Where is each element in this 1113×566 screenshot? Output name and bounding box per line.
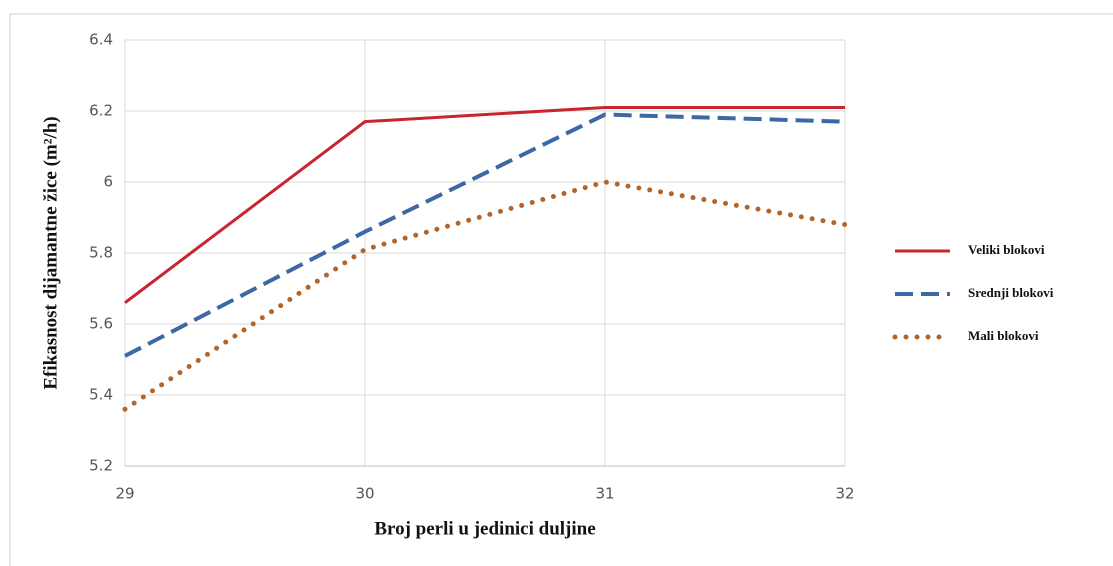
y-axis-title: Efikasnost dijamantne žice (m²/h) — [40, 116, 61, 389]
series-line — [122, 179, 848, 412]
y-tick-label: 6.4 — [89, 31, 113, 49]
x-tick-label: 30 — [355, 485, 374, 503]
frame — [9, 13, 1113, 566]
x-tick-label: 31 — [595, 485, 614, 503]
series-line — [124, 105, 845, 304]
y-tick-label: 6 — [103, 173, 113, 191]
y-tick-label: 5.6 — [89, 315, 113, 333]
x-tick-label: 32 — [835, 485, 854, 503]
series-line — [124, 112, 846, 358]
y-tick-label: 6.2 — [89, 102, 113, 120]
y-tick-label: 5.2 — [89, 457, 113, 475]
legend-label: Mali blokovi — [968, 328, 1039, 343]
legend-label: Veliki blokovi — [968, 242, 1045, 257]
y-tick-label: 5.8 — [89, 244, 113, 262]
legend-label: Srednji blokovi — [968, 285, 1054, 300]
x-axis-title: Broj perli u jedinici duljine — [374, 518, 595, 539]
x-tick-label: 29 — [115, 485, 134, 503]
y-tick-label: 5.4 — [89, 386, 113, 404]
